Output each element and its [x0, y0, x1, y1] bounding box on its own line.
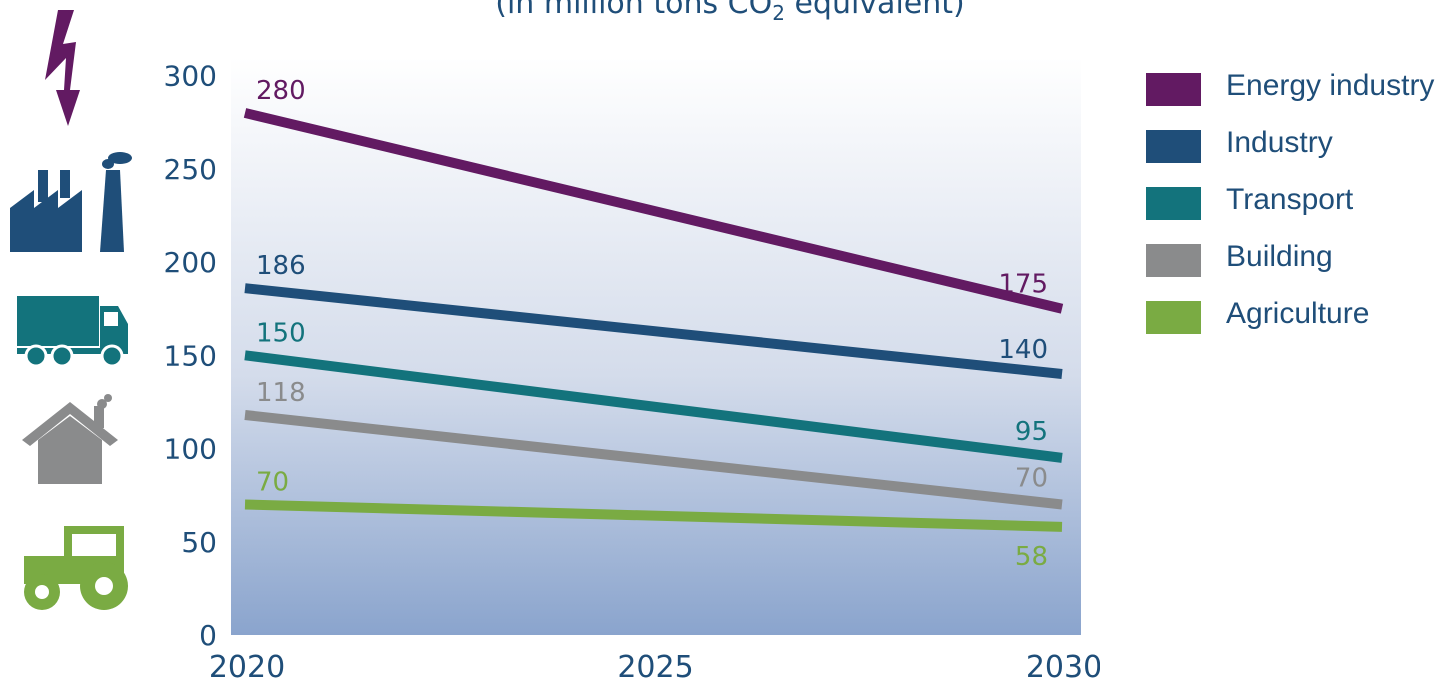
- series-line: [244, 350, 1063, 463]
- y-tick-label: 250: [164, 153, 217, 186]
- y-axis: 300 250 200 150 100 50 0: [164, 60, 217, 652]
- x-tick-label: 2020: [209, 650, 285, 682]
- plot-area: [231, 57, 1081, 635]
- y-tick-label: 100: [164, 433, 217, 466]
- truck-icon: [17, 296, 128, 368]
- legend-swatch: [1146, 73, 1201, 106]
- legend-label: Energy industry: [1226, 69, 1435, 102]
- data-label-end: 58: [1015, 542, 1048, 572]
- data-label-end: 70: [1015, 463, 1048, 493]
- y-tick-label: 200: [164, 246, 217, 279]
- legend-label: Building: [1226, 240, 1333, 273]
- y-tick-label: 0: [199, 619, 217, 652]
- x-tick-label: 2025: [617, 650, 693, 682]
- series-line: [244, 283, 1063, 379]
- sector-icons: [10, 10, 132, 610]
- house-icon: [22, 394, 118, 484]
- legend-swatch: [1146, 130, 1201, 163]
- data-label-end: 95: [1015, 417, 1048, 447]
- chart-title: (in million tons CO2 equivalent): [495, 0, 965, 25]
- data-label-end: 175: [998, 270, 1048, 300]
- legend-swatch: [1146, 187, 1201, 220]
- series-line: [244, 410, 1063, 510]
- legend-label: Agriculture: [1226, 297, 1370, 330]
- legend-label: Industry: [1226, 126, 1333, 159]
- data-labels: 280 175 186 140 150 95 118 70 70 58: [256, 76, 1048, 572]
- data-label-start: 118: [256, 378, 306, 408]
- line-chart: 300 250 200 150 100 50 0 2020 2025 2030 280 175 18…: [164, 57, 1100, 682]
- series-line: [244, 499, 1063, 532]
- series-line: [243, 108, 1064, 314]
- factory-icon: [10, 152, 132, 252]
- legend-swatch: [1146, 244, 1201, 277]
- legend-swatch: [1146, 301, 1201, 334]
- data-label-start: 70: [256, 467, 289, 497]
- data-label-start: 280: [256, 76, 306, 106]
- data-label-start: 186: [256, 251, 306, 281]
- data-label-end: 140: [998, 335, 1048, 365]
- data-label-start: 150: [256, 318, 306, 348]
- series-lines: [243, 108, 1064, 532]
- legend-label: Transport: [1226, 183, 1354, 216]
- x-axis: 2020 2025 2030: [209, 650, 1100, 682]
- y-tick-label: 300: [164, 60, 217, 93]
- y-tick-label: 150: [164, 339, 217, 372]
- x-tick-label: 2030: [1026, 650, 1100, 682]
- y-tick-label: 50: [181, 526, 217, 559]
- lightning-icon: [45, 10, 80, 126]
- tractor-icon: [24, 526, 128, 610]
